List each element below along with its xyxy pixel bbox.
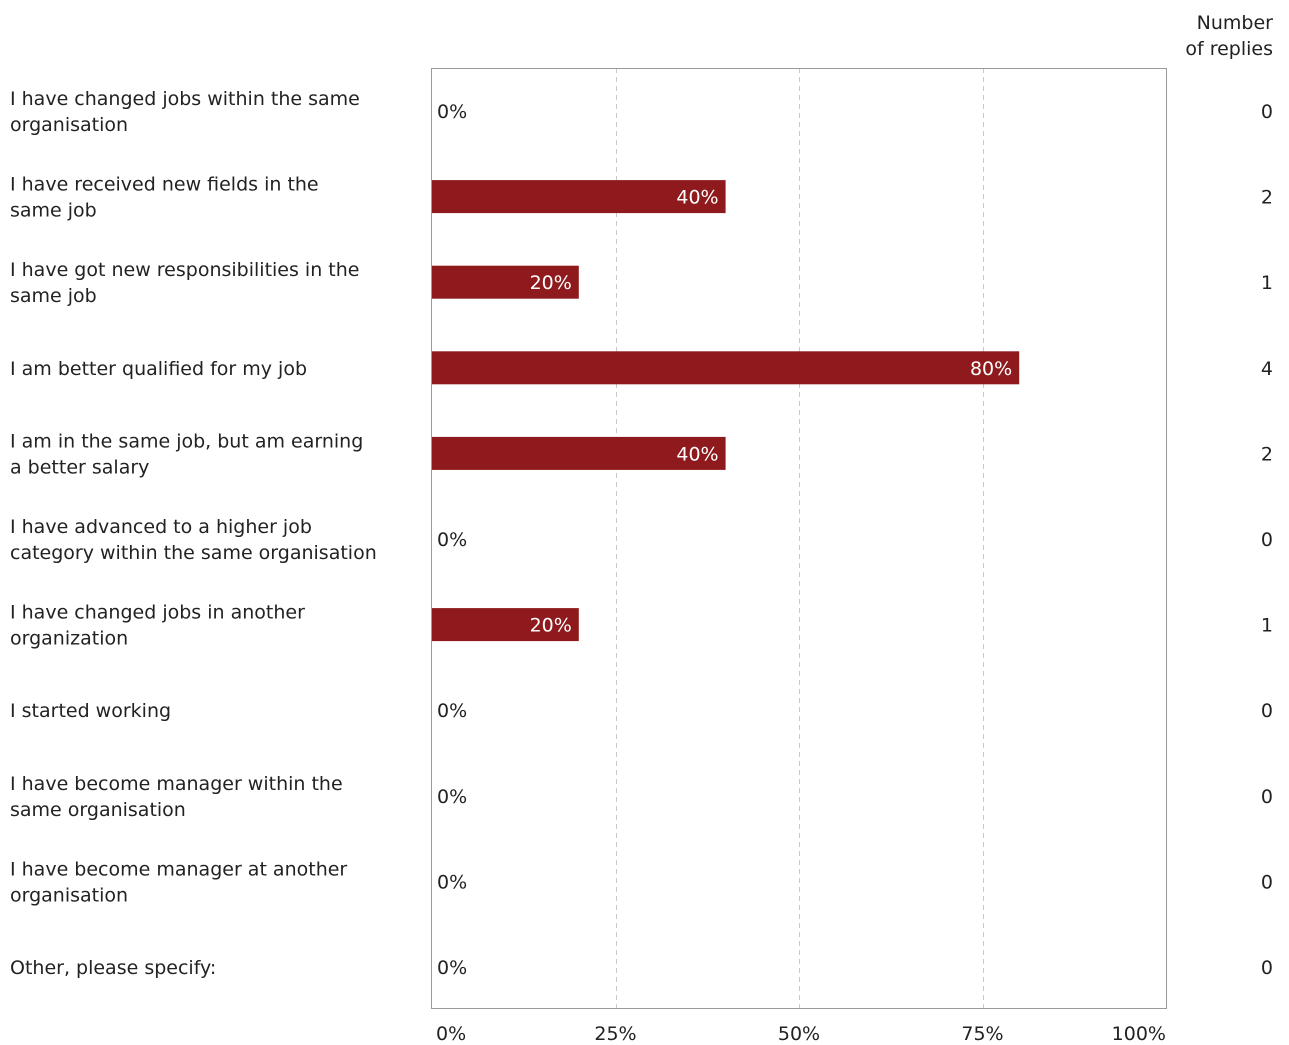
- reply-count: 4: [1261, 358, 1273, 380]
- bar-value-label: 0%: [437, 957, 467, 979]
- category-label: I am in the same job, but am earning: [10, 430, 363, 452]
- reply-count: 0: [1261, 957, 1273, 979]
- bar: [432, 265, 579, 299]
- bar-value-label: 0%: [437, 700, 467, 722]
- bar-value-label: 0%: [437, 871, 467, 893]
- count-header-line: Number: [1197, 12, 1274, 34]
- reply-count: 0: [1261, 871, 1273, 893]
- category-label: organisation: [10, 884, 128, 906]
- x-tick-label: 25%: [594, 1023, 636, 1045]
- category-label: I started working: [10, 700, 171, 722]
- x-tick-label: 50%: [778, 1023, 820, 1045]
- category-label: Other, please specify:: [10, 957, 216, 979]
- reply-counts: 0 2 1 4 2 0 1 0 0 0 0: [1261, 101, 1273, 979]
- category-label: organisation: [10, 114, 128, 136]
- category-label: same job: [10, 285, 97, 307]
- bar-value-label: 20%: [530, 272, 572, 294]
- category-label: a better salary: [10, 456, 149, 478]
- category-label: I have become manager at another: [10, 858, 347, 880]
- bar-value-label: 40%: [676, 187, 718, 209]
- category-label: organization: [10, 628, 128, 650]
- bar: [432, 351, 1020, 385]
- bar-value-label: 0%: [437, 529, 467, 551]
- reply-count: 0: [1261, 101, 1273, 123]
- count-header-line: of replies: [1185, 38, 1273, 60]
- bar-value-label: 40%: [676, 443, 718, 465]
- category-label: I have got new responsibilities in the: [10, 259, 359, 281]
- category-label: same organisation: [10, 799, 186, 821]
- x-tick-label: 0%: [436, 1023, 466, 1045]
- reply-count: 1: [1261, 615, 1273, 637]
- value-labels: 0% 40% 20% 80% 40% 0% 20% 0% 0% 0% 0%: [437, 101, 1012, 979]
- reply-count: 2: [1261, 443, 1273, 465]
- reply-count: 0: [1261, 700, 1273, 722]
- category-label: category within the same organisation: [10, 542, 377, 564]
- bar: [432, 436, 726, 470]
- reply-count: 0: [1261, 529, 1273, 551]
- bar-value-label: 0%: [437, 786, 467, 808]
- reply-count: 0: [1261, 786, 1273, 808]
- count-header: Number of replies: [1185, 12, 1273, 60]
- x-axis-ticks: 0% 25% 50% 75% 100%: [436, 1023, 1166, 1045]
- bar: [432, 180, 726, 214]
- category-labels: I have changed jobs within the same organ…: [10, 88, 377, 979]
- bar: [432, 608, 579, 642]
- category-label: I have become manager within the: [10, 773, 343, 795]
- gridlines: [616, 68, 984, 1008]
- category-label: I have advanced to a higher job: [10, 516, 312, 538]
- category-label: same job: [10, 200, 97, 222]
- plot-frame: [431, 68, 1167, 1009]
- reply-count: 1: [1261, 272, 1273, 294]
- bar-value-label: 20%: [530, 615, 572, 637]
- bars: [432, 180, 1020, 642]
- category-label: I have changed jobs within the same: [10, 88, 360, 110]
- category-label: I have received new fields in the: [10, 174, 319, 196]
- x-tick-label: 100%: [1112, 1023, 1166, 1045]
- reply-count: 2: [1261, 187, 1273, 209]
- category-label: I am better qualified for my job: [10, 358, 307, 380]
- bar-value-label: 80%: [970, 358, 1012, 380]
- x-tick-label: 75%: [961, 1023, 1003, 1045]
- bar-value-label: 0%: [437, 101, 467, 123]
- category-label: I have changed jobs in another: [10, 602, 305, 624]
